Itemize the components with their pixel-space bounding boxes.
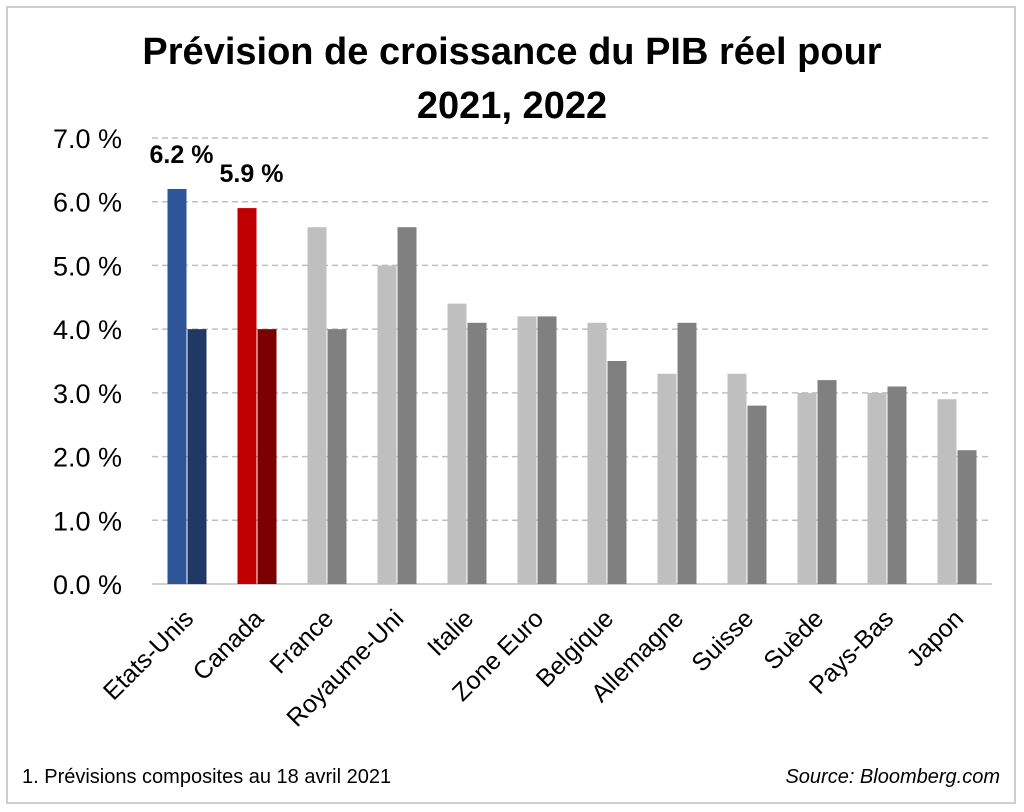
data-label: 6.2 %	[150, 141, 214, 169]
bar-2022	[537, 316, 557, 584]
y-tick-label: 6.0 %	[53, 188, 122, 218]
bar-2021	[937, 399, 957, 584]
bar-2022	[817, 380, 837, 584]
bar-2021	[657, 373, 677, 584]
y-tick-label: 5.0 %	[53, 251, 122, 281]
source-note: Source: Bloomberg.com	[785, 766, 1000, 788]
x-tick-label: Etats-Unis	[98, 604, 199, 705]
x-tick-label: Italie	[422, 604, 479, 661]
bar-2022	[957, 450, 977, 584]
data-label: 5.9 %	[220, 160, 284, 188]
x-tick-label: Japon	[901, 604, 969, 672]
bar-2022	[607, 361, 627, 584]
bar-2022	[887, 386, 907, 584]
y-tick-label: 3.0 %	[53, 379, 122, 409]
bar-2021	[587, 322, 607, 584]
chart-title-line1: Prévision de croissance du PIB réel pour	[142, 31, 882, 73]
x-tick-label: Suisse	[686, 604, 759, 677]
y-tick-label: 7.0 %	[53, 124, 122, 154]
y-tick-label: 1.0 %	[53, 506, 122, 536]
bar-2022	[747, 405, 767, 584]
bar-2022	[677, 322, 697, 584]
y-tick-label: 0.0 %	[53, 570, 122, 600]
y-tick-label: 4.0 %	[53, 315, 122, 345]
bar-2022	[257, 329, 277, 584]
bar-2021	[377, 265, 397, 584]
bar-2021	[797, 392, 817, 584]
bar-2021	[237, 208, 257, 585]
bar-2021	[167, 188, 187, 584]
bar-2021	[447, 303, 467, 584]
x-tick-label: Canada	[188, 604, 270, 686]
chart-title-line2: 2021, 2022	[416, 85, 608, 127]
bar-2022	[397, 227, 417, 584]
bar-2021	[307, 227, 327, 584]
chart-frame	[6, 6, 1016, 804]
bar-2021	[867, 392, 887, 584]
bar-2021	[517, 316, 537, 584]
bar-2022	[327, 329, 347, 584]
y-tick-label: 2.0 %	[53, 443, 122, 473]
footnote: 1. Prévisions composites au 18 avril 202…	[22, 766, 392, 788]
bar-2022	[187, 329, 207, 584]
bar-2022	[467, 322, 487, 584]
bar-2021	[727, 373, 747, 584]
